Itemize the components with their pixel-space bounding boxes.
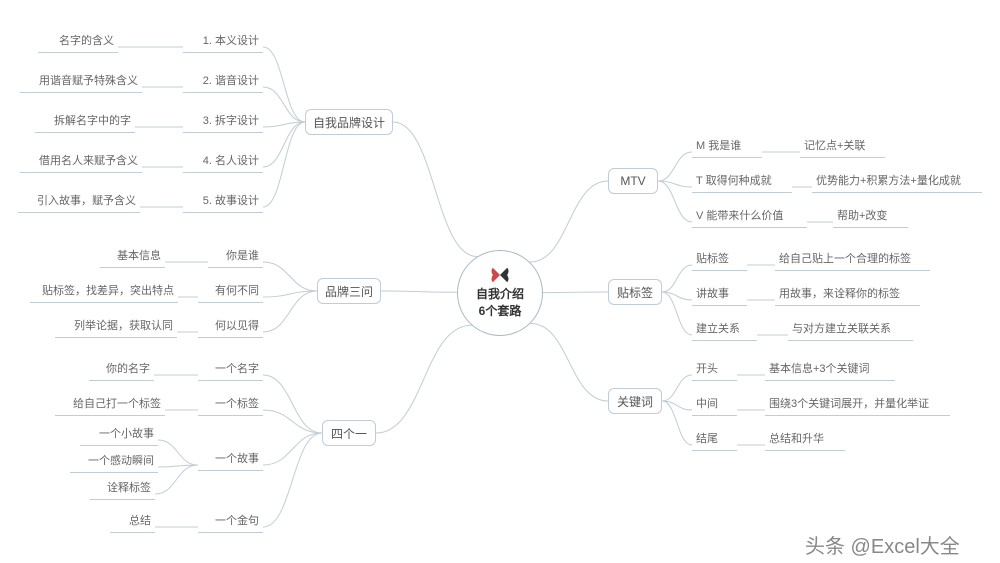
leaf-node: 优势能力+积累方法+量化成就 — [812, 170, 982, 193]
leaf-node: 何以见得 — [198, 315, 263, 338]
leaf-node: 记忆点+关联 — [800, 135, 885, 158]
branch-node: 贴标签 — [608, 279, 662, 305]
leaf-node: 总结 — [110, 510, 155, 533]
leaf-node: 围绕3个关键词展开，并量化举证 — [765, 393, 950, 416]
leaf-node: V 能带来什么价值 — [692, 205, 807, 228]
leaf-node: 一个感动瞬间 — [70, 450, 158, 473]
leaf-node: 讲故事 — [692, 283, 747, 306]
branch-node: 关键词 — [608, 388, 662, 414]
leaf-node: 结尾 — [692, 428, 737, 451]
leaf-node: 名字的含义 — [38, 30, 118, 53]
branch-node: 自我品牌设计 — [305, 109, 393, 135]
branch-node: 品牌三问 — [317, 278, 381, 304]
leaf-node: 一个故事 — [198, 448, 263, 471]
leaf-node: 3. 拆字设计 — [183, 110, 263, 133]
leaf-node: 诠释标签 — [90, 477, 155, 500]
leaf-node: 帮助+改变 — [833, 205, 908, 228]
leaf-node: 总结和升华 — [765, 428, 845, 451]
leaf-node: 建立关系 — [692, 318, 757, 341]
leaf-node: 有何不同 — [198, 280, 263, 303]
leaf-node: 列举论据，获取认同 — [55, 315, 177, 338]
center-title-1: 自我介绍 — [476, 286, 524, 303]
center-node: 自我介绍6个套路 — [457, 250, 543, 336]
center-title-2: 6个套路 — [479, 303, 522, 320]
leaf-node: 基本信息 — [100, 245, 165, 268]
leaf-node: 一个名字 — [198, 358, 263, 381]
leaf-node: 一个小故事 — [80, 423, 158, 446]
leaf-node: 基本信息+3个关键词 — [765, 358, 895, 381]
leaf-node: 贴标签 — [692, 248, 747, 271]
leaf-node: 1. 本义设计 — [183, 30, 263, 53]
leaf-node: 5. 故事设计 — [183, 190, 263, 213]
leaf-node: 给自己贴上一个合理的标签 — [775, 248, 930, 271]
butterfly-icon — [489, 266, 511, 284]
leaf-node: 4. 名人设计 — [183, 150, 263, 173]
leaf-node: 与对方建立关联关系 — [788, 318, 913, 341]
branch-node: MTV — [608, 168, 658, 194]
branch-node: 四个一 — [322, 420, 376, 446]
leaf-node: 借用名人来赋予含义 — [20, 150, 142, 173]
leaf-node: 贴标签，找差异，突出特点 — [30, 280, 178, 303]
leaf-node: 2. 谐音设计 — [183, 70, 263, 93]
leaf-node: 一个标签 — [198, 393, 263, 416]
leaf-node: 给自己打一个标签 — [55, 393, 165, 416]
leaf-node: 你的名字 — [89, 358, 154, 381]
leaf-node: 拆解名字中的字 — [35, 110, 135, 133]
leaf-node: 用谐音赋予特殊含义 — [20, 70, 142, 93]
leaf-node: 一个金句 — [198, 510, 263, 533]
watermark: 头条 @Excel大全 — [805, 530, 960, 559]
leaf-node: 你是谁 — [208, 245, 263, 268]
leaf-node: M 我是谁 — [692, 135, 762, 158]
leaf-node: T 取得何种成就 — [692, 170, 792, 193]
leaf-node: 中间 — [692, 393, 737, 416]
leaf-node: 引入故事，赋予含义 — [18, 190, 140, 213]
leaf-node: 开头 — [692, 358, 737, 381]
leaf-node: 用故事，来诠释你的标签 — [775, 283, 920, 306]
